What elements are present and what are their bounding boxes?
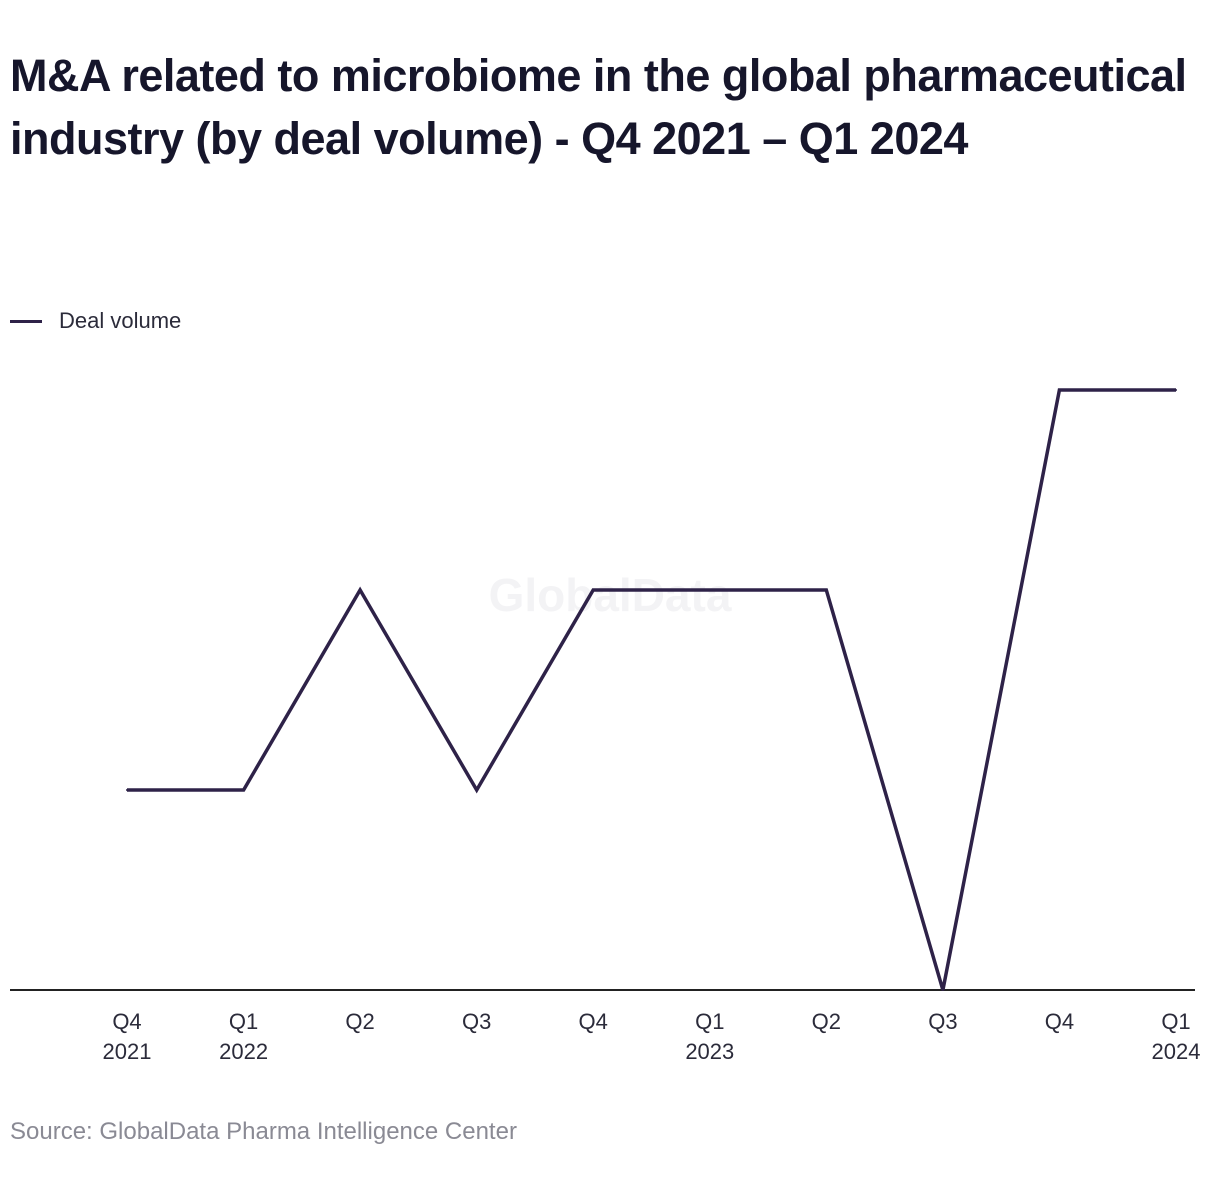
- x-tick-label: Q1 2024: [1152, 1009, 1201, 1064]
- data-point: [941, 989, 944, 991]
- data-point: [825, 589, 828, 591]
- chart-title: M&A related to microbiome in the global …: [10, 50, 1187, 164]
- legend: Deal volume: [10, 306, 181, 336]
- data-point: [1058, 389, 1061, 391]
- data-point: [1175, 389, 1177, 391]
- x-tick-label: Q4: [1045, 1009, 1074, 1034]
- series-line-0: [127, 388, 1176, 991]
- x-tick-label: Q4 2021: [103, 1009, 152, 1064]
- data-point: [126, 789, 128, 791]
- data-point: [242, 789, 245, 791]
- x-tick-label: Q2: [345, 1009, 374, 1034]
- x-tick-label: Q4: [579, 1009, 608, 1034]
- data-point: [359, 589, 362, 591]
- x-tick-label: Q1 2023: [685, 1009, 734, 1064]
- series-layer: [126, 388, 1177, 991]
- x-tick-label: Q2: [812, 1009, 841, 1034]
- data-point: [592, 589, 595, 591]
- x-tick-label: Q1 2022: [219, 1009, 268, 1064]
- watermark: GlobalData: [489, 569, 732, 621]
- x-tick-label: Q3: [928, 1009, 957, 1034]
- data-point: [475, 789, 478, 791]
- source-note: Source: GlobalData Pharma Intelligence C…: [10, 1118, 517, 1145]
- legend-label-deal-volume: Deal volume: [59, 308, 182, 333]
- x-tick-label: Q3: [462, 1009, 491, 1034]
- legend-swatch-deal-volume: [10, 319, 42, 323]
- data-point: [708, 589, 711, 591]
- x-axis-ticks: Q4 2021 Q1 2022 Q2 Q3 Q4 Q1 2023 Q2 Q3 Q4 Q1 2024: [103, 1009, 1201, 1064]
